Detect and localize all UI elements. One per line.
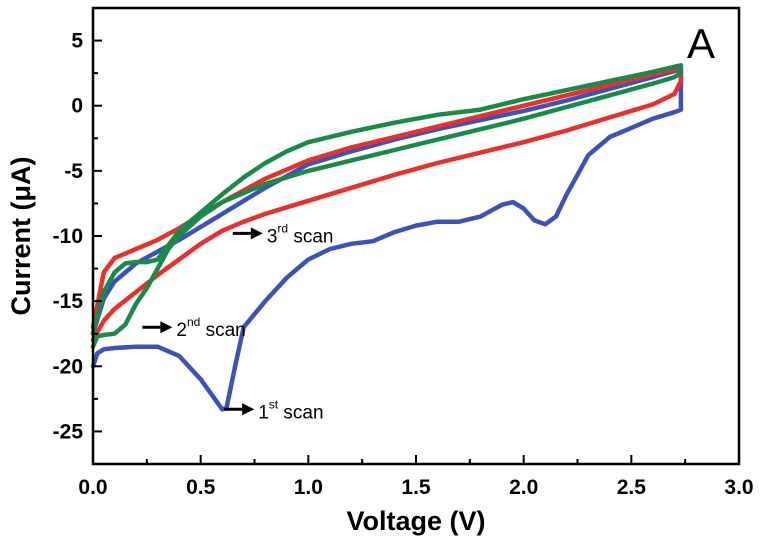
y-tick-label: -10 bbox=[53, 225, 83, 248]
y-tick-label: -5 bbox=[64, 160, 83, 183]
x-tick-label: 0.5 bbox=[186, 476, 216, 499]
x-tick-label: 1.5 bbox=[401, 476, 431, 499]
annotations-layer: 1st scan 2nd scan 3rd scan bbox=[142, 221, 333, 423]
x-tick-label: 0.0 bbox=[78, 476, 107, 499]
x-tick-label: 3.0 bbox=[724, 476, 753, 499]
series-2-line bbox=[90, 65, 684, 343]
annotation-arrow-head bbox=[160, 321, 173, 334]
y-tick-label: 5 bbox=[71, 30, 83, 53]
series-3-line bbox=[90, 63, 684, 349]
axis-ticks: 0.0 0.5 1.0 1.5 2.0 2.5 3.0 5 0 -5 -10 -15 -20 -25 bbox=[53, 30, 754, 499]
y-axis-title: Current (μA) bbox=[6, 156, 36, 315]
series-1-line bbox=[90, 66, 684, 412]
y-tick-label: 0 bbox=[71, 95, 83, 118]
panel-label: A bbox=[687, 20, 715, 67]
y-tick-label: -25 bbox=[53, 420, 84, 443]
annotation-arrow-head bbox=[242, 403, 255, 416]
x-tick-label: 2.5 bbox=[617, 476, 647, 499]
annotation-label: 2nd scan bbox=[176, 315, 245, 341]
annotation-3: 3rd scan bbox=[232, 221, 334, 247]
y-tick-label: -15 bbox=[53, 290, 84, 313]
y-tick-label: -20 bbox=[53, 355, 83, 378]
annotation-arrow-head bbox=[250, 227, 263, 240]
annotation-1: 1st scan bbox=[224, 397, 324, 423]
annotation-label: 1st scan bbox=[258, 397, 323, 423]
x-tick-label: 2.0 bbox=[509, 476, 538, 499]
annotation-label: 3rd scan bbox=[267, 221, 334, 247]
curves-layer bbox=[90, 63, 684, 412]
annotation-2: 2nd scan bbox=[142, 315, 246, 341]
x-tick-label: 1.0 bbox=[294, 476, 323, 499]
x-axis-title: Voltage (V) bbox=[346, 506, 485, 536]
